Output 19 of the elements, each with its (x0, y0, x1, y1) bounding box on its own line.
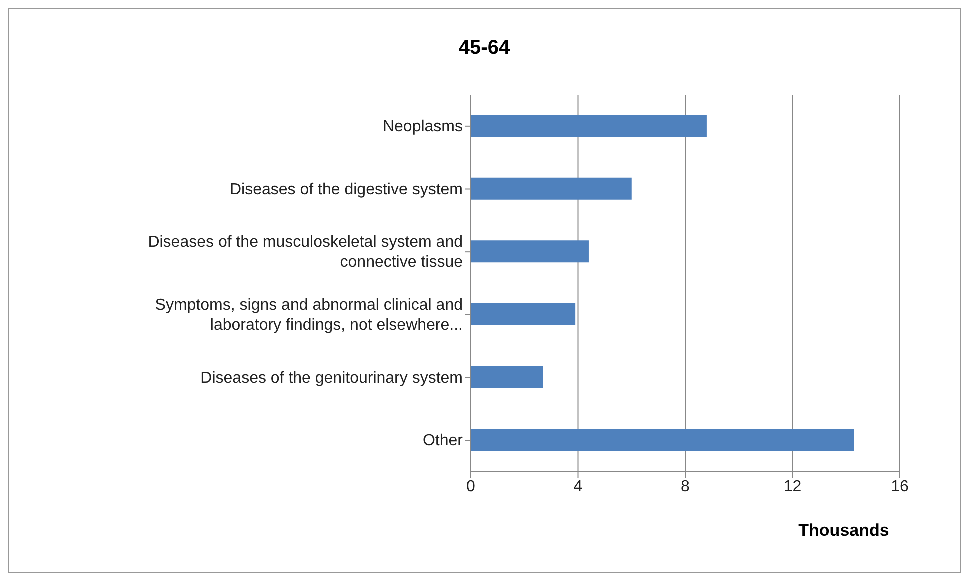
y-tick-label: Diseases of the digestive system (230, 180, 463, 198)
x-tick-label: 4 (574, 478, 583, 496)
x-tick-label: 16 (891, 478, 909, 496)
chart-title: 45-64 (458, 37, 512, 60)
x-tick-label: 12 (784, 478, 802, 496)
bar (471, 429, 854, 452)
y-tick-label: Neoplasms (382, 118, 463, 135)
y-tick-label: Diseases of the musculoskeletal system and connective tissue (148, 234, 464, 271)
bar (471, 366, 544, 388)
y-tick-label: Diseases of the genitourinary system (200, 369, 463, 386)
bar (471, 240, 589, 263)
x-tick-label: 0 (466, 478, 476, 496)
bar (471, 304, 576, 326)
bar (471, 115, 707, 137)
y-tick-label: Symptoms, signs and abnormal clinical and laboratory findings, not elsewhere... (155, 296, 463, 334)
x-tick-label: 8 (681, 478, 690, 496)
y-tick-label: Other (422, 432, 464, 450)
x-axis-title: Thousands (798, 521, 890, 541)
bar (471, 178, 632, 200)
